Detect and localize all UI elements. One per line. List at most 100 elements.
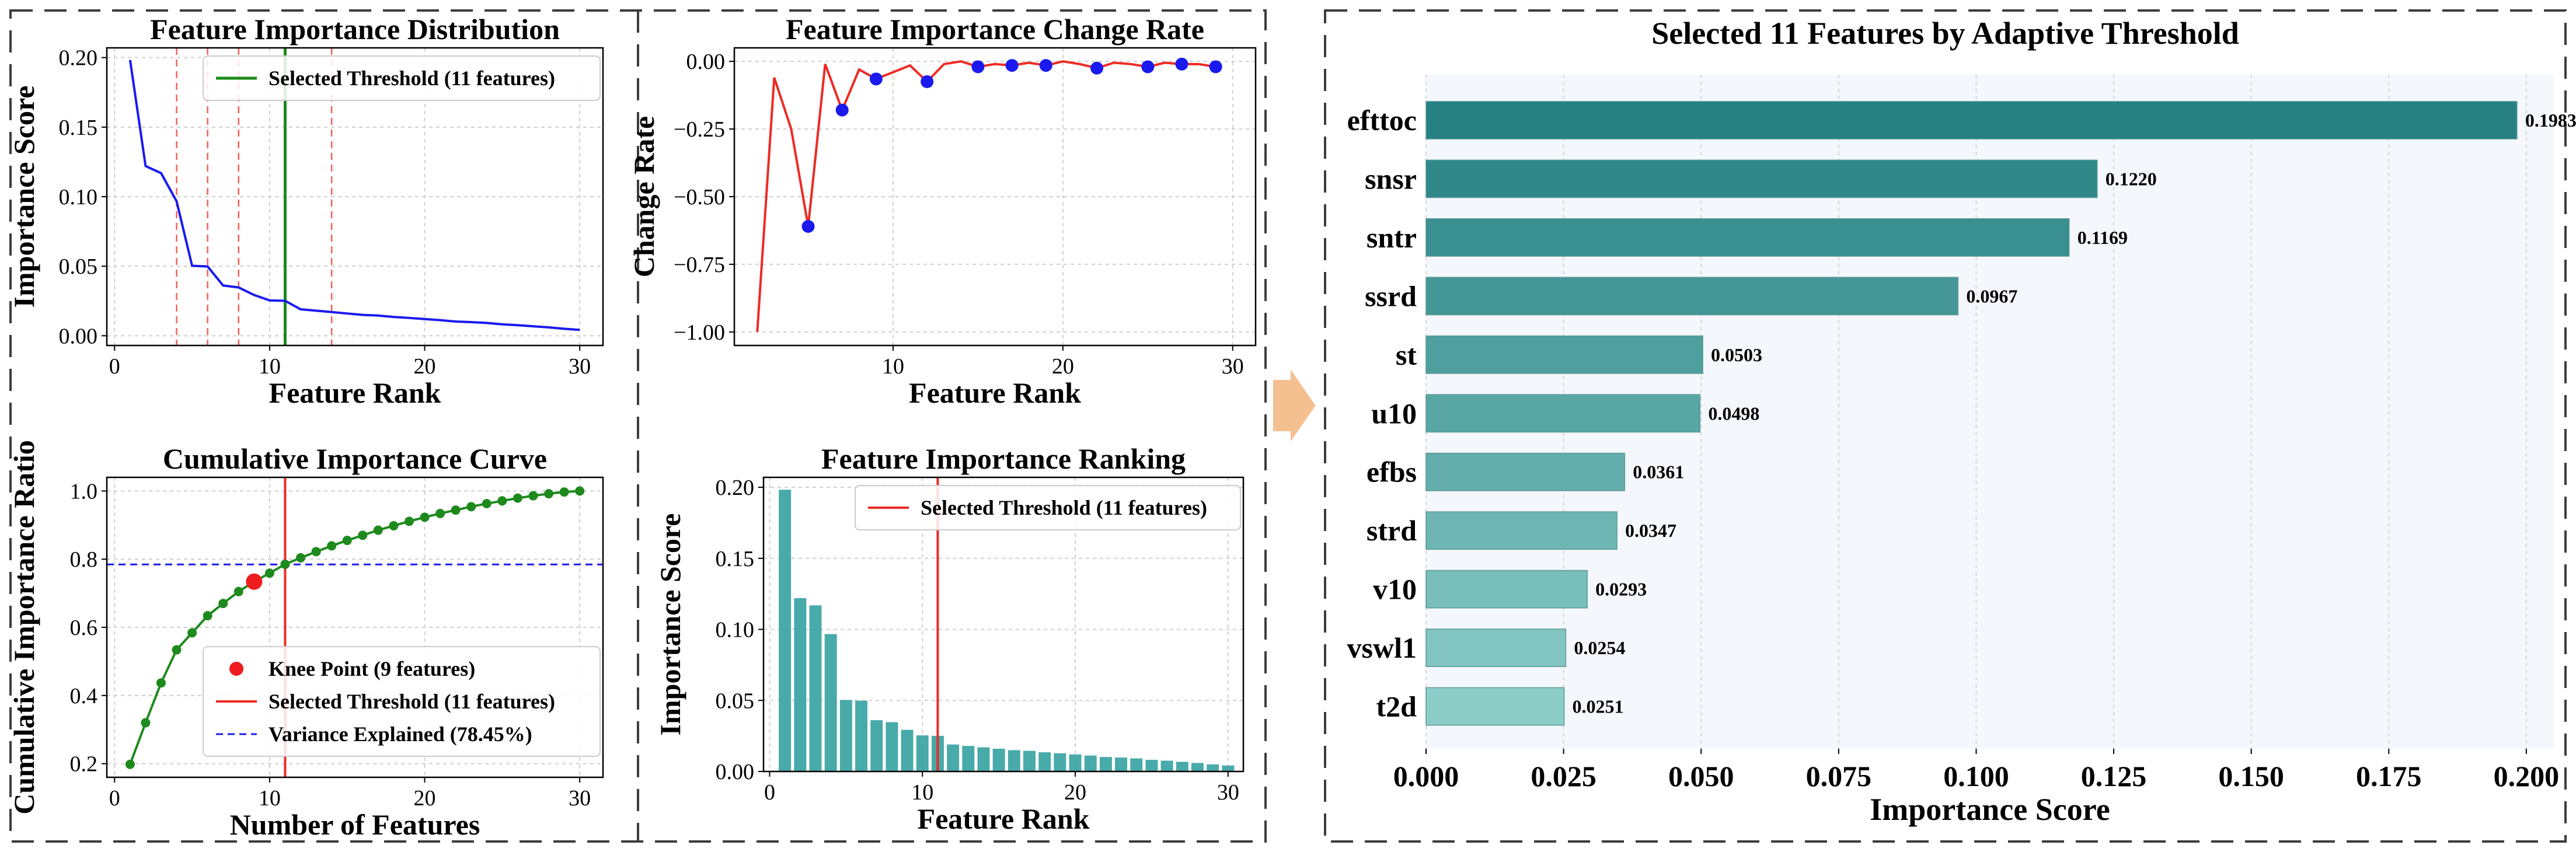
y-tick-label: 0.2	[70, 752, 98, 777]
cumulative-point	[280, 559, 290, 569]
x-tick-label: 20	[414, 354, 436, 379]
x-tick-label: 0.175	[2356, 760, 2422, 792]
feature-bar	[1425, 452, 1625, 491]
cumulative-point	[264, 568, 274, 578]
x-axis-label: Importance Score	[1870, 792, 2110, 827]
change-point-marker	[1175, 57, 1188, 71]
x-tick-label: 10	[259, 354, 281, 379]
legend-label: Selected Threshold (11 features)	[921, 496, 1207, 519]
x-tick-label: 30	[569, 786, 591, 811]
chart-title: Feature Importance Change Rate	[786, 13, 1204, 46]
cumulative-point	[311, 547, 321, 557]
x-tick-label: 10	[259, 786, 281, 811]
cumulative-point	[435, 508, 445, 518]
ranking-bar	[1176, 762, 1188, 771]
x-axis-label: Feature Rank	[918, 802, 1090, 835]
cumulative-point	[420, 512, 430, 522]
feature-bar	[1425, 570, 1588, 609]
chart-title: Cumulative Importance Curve	[163, 442, 547, 475]
feature-name-label: st	[1396, 338, 1417, 371]
x-tick-label: 0.125	[2081, 760, 2147, 792]
change-point-marker	[1005, 59, 1019, 72]
x-tick-label: 10	[911, 780, 933, 805]
series-line-change-rate	[756, 60, 1216, 332]
cumulative-point	[203, 611, 212, 621]
y-axis-label: Change Rate	[628, 116, 660, 277]
ranking-bar	[1222, 765, 1235, 771]
ranking-bar	[901, 729, 914, 771]
feature-bar	[1425, 628, 1567, 667]
legend-label: Knee Point (9 features)	[269, 657, 475, 680]
cumulative-point	[528, 491, 538, 501]
feature-bar	[1425, 101, 2518, 139]
chart-importance-distribution: 0 10 20 30 0.00 0.05 0.10 0.15 0.20 Feature Impor…	[8, 13, 604, 409]
x-tick-label: 30	[1217, 780, 1239, 805]
change-point-marker	[1090, 61, 1104, 75]
x-tick-label: 20	[414, 786, 436, 811]
ranking-bar	[824, 634, 837, 771]
y-tick-label: 0.6	[70, 616, 98, 640]
ranking-bar	[1023, 750, 1036, 771]
cumulative-point	[373, 525, 383, 535]
y-tick-label: −0.50	[674, 185, 725, 209]
feature-bar	[1425, 159, 2098, 198]
change-point-marker	[801, 220, 815, 233]
cumulative-point	[156, 678, 166, 688]
cumulative-point	[544, 489, 554, 499]
ranking-bar	[1084, 755, 1097, 771]
ranking-bar	[1207, 764, 1219, 771]
x-tick-label: 20	[1052, 354, 1074, 379]
ranking-bar	[977, 747, 990, 771]
change-point-marker	[921, 75, 934, 88]
feature-bar	[1425, 335, 1703, 374]
feature-name-label: u10	[1371, 397, 1417, 430]
cumulative-point	[404, 516, 414, 526]
legend-box	[203, 646, 601, 757]
x-axis-label: Feature Rank	[909, 376, 1081, 409]
y-tick-label: 0.15	[59, 116, 98, 140]
ranking-bar	[779, 490, 792, 771]
x-tick-label: 0.000	[1393, 760, 1459, 792]
cumulative-point	[296, 553, 306, 563]
bar-value-label: 0.0293	[1595, 579, 1647, 600]
y-tick-label: 0.20	[59, 46, 98, 71]
feature-bar	[1425, 277, 1959, 316]
x-tick-label: 30	[1222, 354, 1244, 379]
feature-name-label: efbs	[1367, 456, 1417, 488]
ranking-bar	[1145, 760, 1158, 771]
x-tick-label: 20	[1064, 780, 1086, 805]
y-tick-label: −0.25	[674, 117, 725, 142]
chart-title: Feature Importance Distribution	[150, 13, 560, 46]
bar-value-label: 0.0361	[1633, 462, 1684, 483]
bar-value-label: 0.1169	[2077, 227, 2128, 248]
ranking-bar	[886, 722, 898, 771]
ranking-bar	[962, 746, 975, 771]
ranking-bar	[794, 598, 807, 771]
y-tick-label: 0.00	[716, 760, 755, 784]
ranking-bar	[916, 735, 929, 771]
x-axis-label: Feature Rank	[269, 376, 441, 409]
chart-cumulative-curve: 0 10 20 30 0.2 0.4 0.6 0.8 1.0 Cumulative Importa…	[8, 440, 604, 841]
legend-label: Variance Explained (78.45%)	[269, 722, 532, 746]
bar-value-label: 0.0503	[1711, 344, 1762, 365]
flow-arrow-layer	[1272, 365, 1317, 446]
cumulative-point	[389, 521, 399, 530]
y-tick-label: 0.10	[59, 185, 98, 209]
cumulative-point	[125, 759, 135, 769]
x-axis-label: Number of Features	[230, 808, 480, 841]
feature-name-label: strd	[1367, 514, 1417, 547]
ranking-bar	[1191, 763, 1204, 771]
cumulative-point	[327, 541, 337, 551]
y-axis-label: Importance Score	[8, 86, 40, 308]
x-tick-label: 10	[882, 354, 904, 379]
bar-value-label: 0.0347	[1625, 520, 1676, 541]
y-axis-label: Importance Score	[654, 514, 686, 736]
x-tick-label: 0	[764, 780, 775, 805]
ranking-bar	[839, 700, 852, 771]
x-tick-label: 0.025	[1531, 760, 1597, 792]
change-point-marker	[835, 103, 849, 117]
y-tick-label: −1.00	[674, 320, 725, 345]
series-line-importance	[128, 60, 580, 331]
ranking-bar	[870, 720, 883, 771]
ranking-bar	[992, 749, 1005, 771]
